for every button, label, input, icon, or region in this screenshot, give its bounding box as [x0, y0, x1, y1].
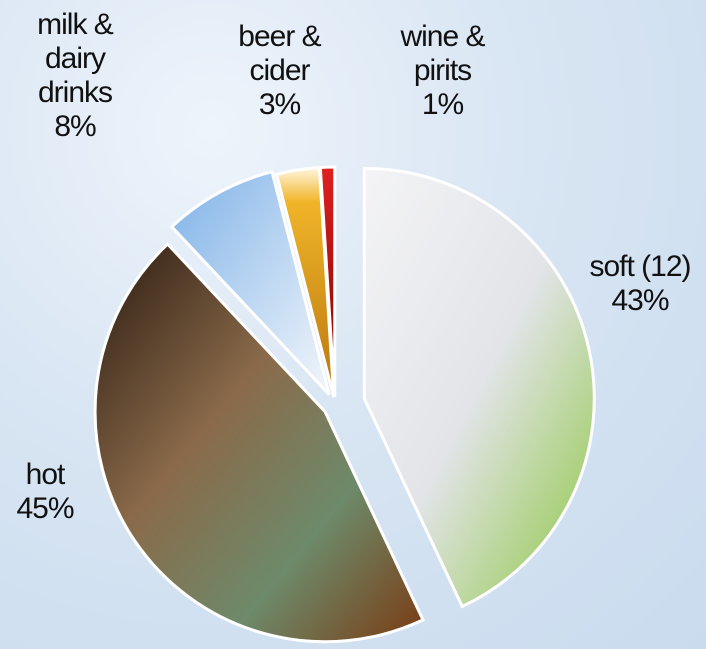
slice-label: wine & pirits 1% [385, 20, 500, 122]
value-label: 8% [54, 110, 96, 143]
pie-slice [93, 241, 426, 644]
pie-slice [362, 166, 596, 609]
slice-label: hot 45% [0, 458, 90, 526]
category-label: hot [25, 458, 66, 491]
value-label: 43% [611, 284, 669, 317]
slice-label: beer & cider 3% [222, 20, 337, 122]
slice-label: milk & dairy drinks 8% [15, 8, 135, 144]
category-label: beer & cider [238, 20, 321, 87]
category-label: wine & pirits [400, 20, 485, 87]
slice-label: soft (12) 43% [565, 250, 706, 318]
category-label: milk & dairy drinks [37, 8, 114, 109]
pie-slice [169, 169, 331, 396]
value-label: 3% [258, 88, 301, 121]
pie-slice [318, 165, 337, 398]
value-label: 1% [421, 88, 464, 121]
value-label: 45% [16, 492, 74, 525]
category-label: soft (12) [589, 250, 691, 283]
